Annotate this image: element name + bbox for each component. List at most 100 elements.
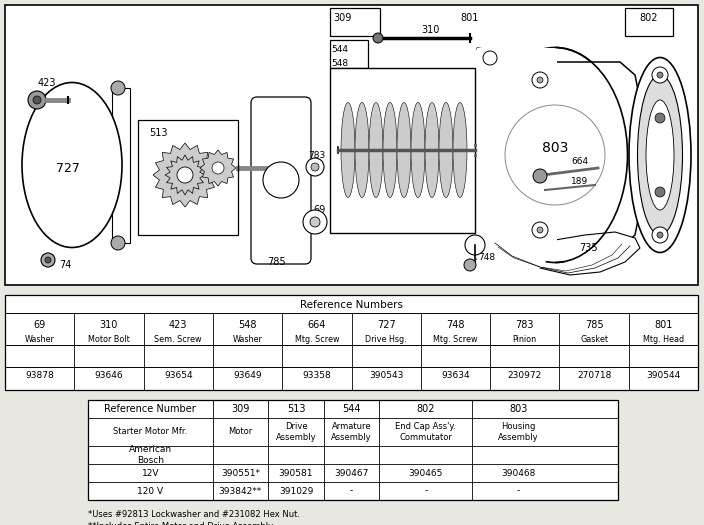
Circle shape (111, 81, 125, 95)
Text: Motor Bolt: Motor Bolt (88, 335, 130, 344)
Circle shape (177, 167, 193, 183)
Text: Reference Numbers: Reference Numbers (300, 300, 403, 310)
Bar (138, 120, 238, 235)
Text: Washer: Washer (25, 335, 55, 344)
Text: Sem. Screw: Sem. Screw (154, 335, 202, 344)
Text: 727: 727 (377, 320, 396, 330)
Text: 802: 802 (640, 13, 658, 23)
Text: 390551*: 390551* (221, 468, 260, 478)
Circle shape (537, 227, 543, 233)
Circle shape (537, 77, 543, 83)
Text: 785: 785 (585, 320, 603, 330)
Circle shape (483, 51, 497, 65)
Text: 120 V: 120 V (137, 487, 163, 496)
Bar (477, 48, 557, 268)
Text: Gasket: Gasket (580, 335, 608, 344)
Text: -: - (350, 487, 353, 496)
Circle shape (652, 227, 668, 243)
Polygon shape (200, 150, 236, 186)
Text: -: - (517, 487, 520, 496)
Text: Starter Motor Mfr.: Starter Motor Mfr. (113, 427, 187, 436)
Text: Drive
Assembly: Drive Assembly (276, 422, 316, 442)
Polygon shape (165, 155, 205, 195)
Circle shape (465, 235, 485, 255)
Text: 390467: 390467 (334, 468, 369, 478)
Bar (5, 5, 698, 285)
Text: *Uses #92813 Lockwasher and #231082 Hex Nut.: *Uses #92813 Lockwasher and #231082 Hex … (88, 510, 300, 519)
Text: 393842**: 393842** (219, 487, 262, 496)
Text: 664: 664 (308, 320, 326, 330)
Bar (330, 40, 368, 68)
Text: 802: 802 (417, 404, 435, 414)
Circle shape (212, 162, 224, 174)
Ellipse shape (355, 102, 369, 197)
Bar (5, 295, 698, 390)
Circle shape (652, 67, 668, 83)
Text: 548: 548 (332, 59, 348, 68)
Bar (330, 68, 475, 233)
Circle shape (311, 163, 319, 171)
Bar (112, 88, 130, 243)
Ellipse shape (397, 102, 411, 197)
Circle shape (303, 210, 327, 234)
Ellipse shape (22, 82, 122, 247)
Text: 803: 803 (510, 404, 528, 414)
Text: Pinion: Pinion (513, 335, 537, 344)
FancyBboxPatch shape (251, 97, 311, 264)
Text: 310: 310 (421, 25, 439, 35)
Text: 189: 189 (572, 177, 589, 186)
Text: American
Bosch: American Bosch (129, 445, 172, 465)
Text: 727: 727 (56, 162, 80, 174)
Text: Mtg. Screw: Mtg. Screw (433, 335, 478, 344)
Text: Motor: Motor (228, 427, 253, 436)
Circle shape (532, 72, 548, 88)
Text: 783: 783 (308, 151, 326, 160)
Text: 390543: 390543 (369, 371, 403, 380)
Text: 748: 748 (446, 320, 465, 330)
Ellipse shape (439, 102, 453, 197)
Text: 93878: 93878 (25, 371, 54, 380)
Text: 783: 783 (515, 320, 534, 330)
Circle shape (111, 236, 125, 250)
Text: 801: 801 (461, 13, 479, 23)
Text: End Cap Ass'y.
Commutator: End Cap Ass'y. Commutator (396, 422, 456, 442)
Bar (625, 8, 673, 36)
Text: 309: 309 (231, 404, 249, 414)
Polygon shape (490, 232, 640, 275)
Text: 310: 310 (100, 320, 118, 330)
Circle shape (41, 253, 55, 267)
Polygon shape (153, 143, 217, 207)
Text: 423: 423 (38, 78, 56, 88)
Text: 69: 69 (313, 205, 325, 215)
Circle shape (464, 259, 476, 271)
Text: 803: 803 (542, 141, 568, 155)
Text: 785: 785 (267, 257, 285, 267)
Text: 748: 748 (479, 254, 496, 262)
Text: 74: 74 (59, 260, 71, 270)
Circle shape (655, 113, 665, 123)
Circle shape (263, 162, 299, 198)
Text: 69: 69 (34, 320, 46, 330)
Circle shape (177, 167, 193, 183)
Circle shape (33, 96, 41, 104)
Text: 513: 513 (149, 128, 168, 138)
Text: Washer: Washer (232, 335, 263, 344)
Circle shape (533, 169, 547, 183)
Bar (88, 400, 618, 500)
Ellipse shape (383, 102, 397, 197)
Text: 12V: 12V (142, 468, 159, 478)
Circle shape (28, 91, 46, 109)
Text: 390465: 390465 (409, 468, 443, 478)
Text: 93634: 93634 (441, 371, 470, 380)
Ellipse shape (482, 47, 627, 262)
Text: -: - (425, 487, 427, 496)
Circle shape (532, 222, 548, 238)
Text: 390544: 390544 (646, 371, 681, 380)
Text: 544: 544 (342, 404, 361, 414)
Ellipse shape (638, 75, 682, 235)
Circle shape (306, 158, 324, 176)
Ellipse shape (629, 58, 691, 253)
Ellipse shape (646, 100, 674, 210)
Text: Armature
Assembly: Armature Assembly (332, 422, 372, 442)
Text: 735: 735 (579, 243, 597, 253)
